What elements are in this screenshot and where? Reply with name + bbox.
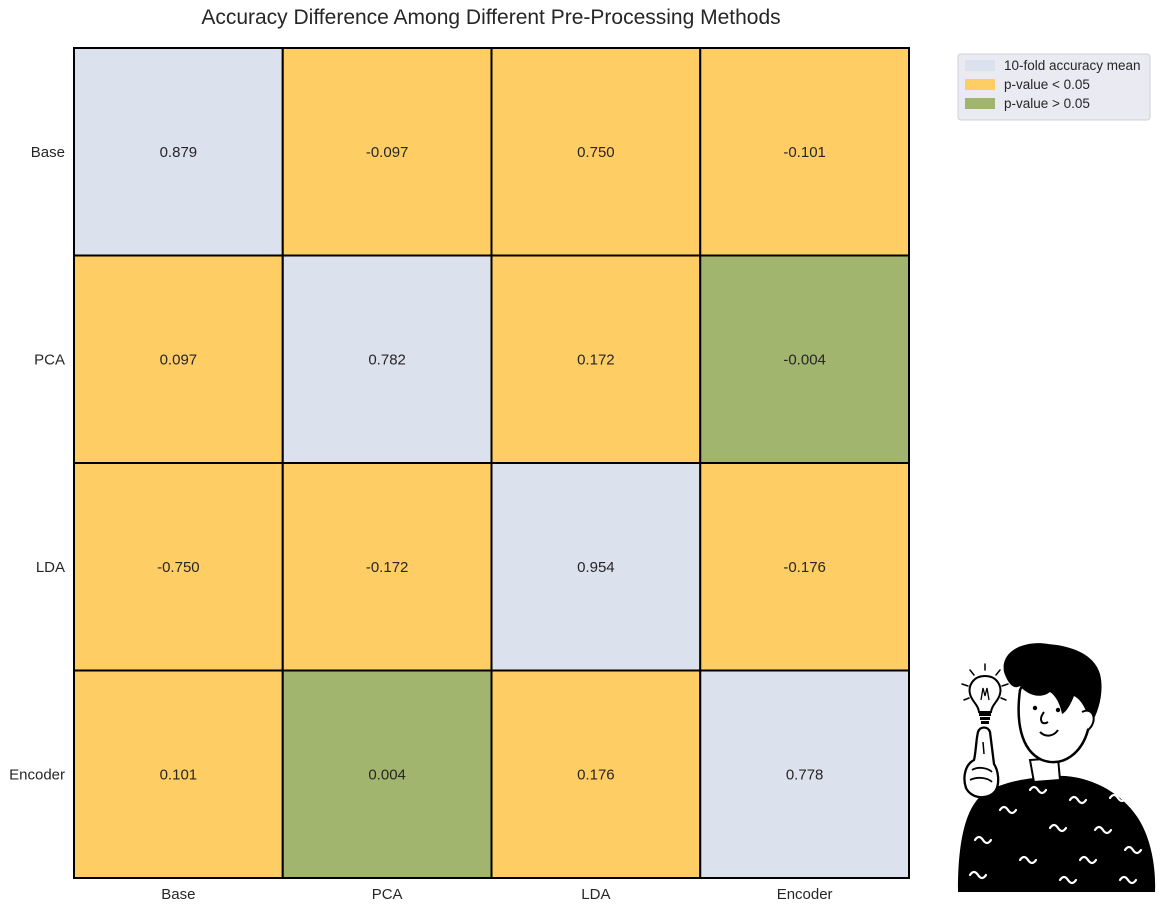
- cell-value-label: 0.176: [577, 766, 615, 783]
- cell-value-label: -0.176: [783, 559, 826, 576]
- legend-swatch: [965, 60, 995, 71]
- cell-value-label: -0.750: [157, 559, 200, 576]
- heatmap-cell: [73, 47, 284, 257]
- heatmap-cells: 0.879 -0.097 0.750 -0.101 0.097 0.782 0.172 -0.…: [73, 47, 910, 879]
- cell-value-label: 0.004: [368, 766, 406, 783]
- cell-value-label: 0.954: [577, 559, 615, 576]
- cell-value-label: -0.097: [366, 144, 409, 161]
- legend-label: p-value > 0.05: [1004, 96, 1090, 111]
- cell-value-label: 0.750: [577, 144, 615, 161]
- column-tick-label: Base: [161, 886, 195, 903]
- heatmap-cell: [699, 254, 910, 464]
- heatmap-cell: [73, 254, 284, 464]
- column-tick-label: PCA: [372, 886, 403, 903]
- legend-label: 10-fold accuracy mean: [1004, 58, 1141, 73]
- cell-value-label: -0.101: [783, 144, 826, 161]
- legend-label: p-value < 0.05: [1004, 77, 1090, 92]
- row-tick-label: PCA: [34, 351, 65, 368]
- heatmap-cell: [281, 47, 493, 257]
- cell-value-label: 0.778: [786, 766, 824, 783]
- heatmap-cell: [281, 462, 493, 672]
- heatmap-cell: [490, 669, 702, 879]
- chart-title: Accuracy Difference Among Different Pre-…: [201, 6, 780, 29]
- heatmap-cell: [699, 47, 910, 257]
- legend-swatch: [965, 98, 995, 109]
- cell-value-label: -0.172: [366, 559, 409, 576]
- heatmap-cell: [699, 462, 910, 672]
- cell-value-label: -0.004: [783, 351, 826, 368]
- column-tick-label: LDA: [581, 886, 610, 903]
- column-tick-labels: Base PCA LDA Encoder: [161, 886, 832, 903]
- person-with-lightbulb-icon: [958, 643, 1156, 892]
- cell-value-label: 0.879: [160, 144, 198, 161]
- heatmap-cell: [699, 669, 910, 879]
- cell-value-label: 0.101: [160, 766, 198, 783]
- heatmap-cell: [73, 669, 284, 879]
- cell-value-label: 0.782: [368, 351, 406, 368]
- legend: 10-fold accuracy mean p-value < 0.05 p-val…: [957, 53, 1151, 121]
- row-tick-label: Encoder: [9, 766, 65, 783]
- cell-value-label: 0.097: [160, 351, 198, 368]
- heatmap-cell: [281, 254, 493, 464]
- legend-box: [957, 53, 1151, 121]
- row-tick-label: LDA: [36, 559, 65, 576]
- row-tick-labels: Base PCA LDA Encoder: [9, 144, 65, 784]
- row-tick-label: Base: [31, 144, 65, 161]
- heatmap-cell: [281, 669, 493, 879]
- cell-value-label: 0.172: [577, 351, 615, 368]
- column-tick-label: Encoder: [777, 886, 833, 903]
- heatmap-cell: [490, 47, 702, 257]
- legend-swatch: [965, 79, 995, 90]
